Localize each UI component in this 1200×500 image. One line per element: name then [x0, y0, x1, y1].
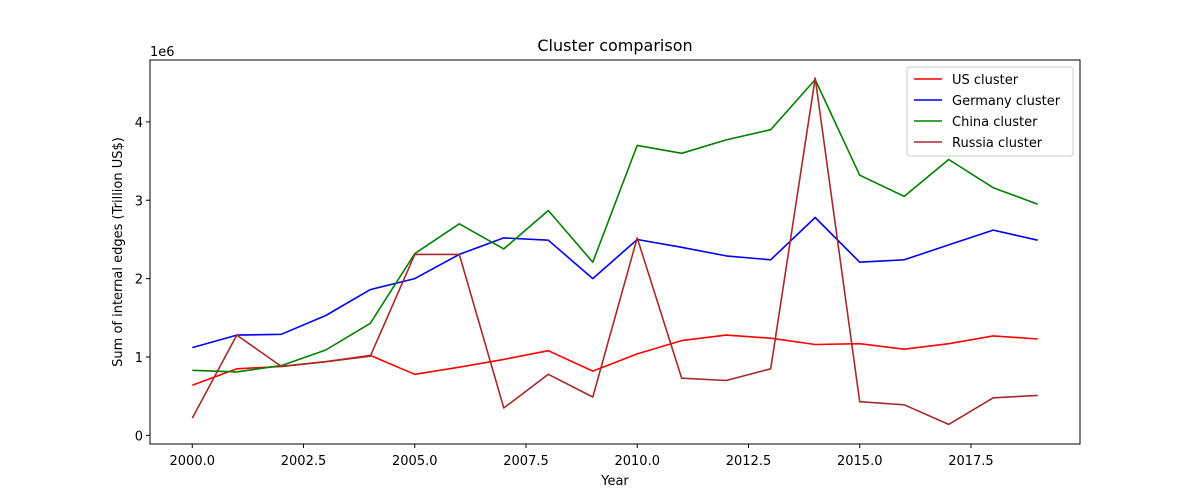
legend-items: US cluster Germany cluster China cluster Ru…: [914, 73, 1061, 151]
x-tick-label: 2012.5: [726, 454, 772, 469]
x-axis-label: Year: [600, 474, 629, 489]
y-axis-ticks: 0 1 2 3 4: [135, 116, 150, 444]
y-axis-offset-label: 1e6: [150, 45, 175, 60]
y-tick-label: 3: [135, 194, 143, 209]
legend-label-us-cluster: US cluster: [952, 73, 1019, 88]
series-lines: [191, 77, 1038, 426]
x-tick-label: 2010.0: [614, 454, 660, 469]
y-tick-label: 0: [135, 429, 143, 444]
legend-box: [906, 66, 1074, 157]
y-tick-label: 1: [135, 351, 143, 366]
series-line-us-cluster: [192, 334, 1038, 386]
x-axis-ticks: 2000.0 2002.5 2005.0 2007.5 2010.0 2012.5 2015…: [170, 444, 994, 469]
legend-label-china-cluster: China cluster: [952, 115, 1038, 130]
x-tick-label: 2017.5: [948, 454, 994, 469]
series-line-germany-cluster: [192, 216, 1038, 349]
plot-frame: [149, 59, 1081, 445]
x-tick-label: 2015.0: [837, 454, 883, 469]
x-tick-label: 2002.5: [281, 454, 327, 469]
legend: US cluster Germany cluster China cluster Ru…: [906, 66, 1074, 157]
series-line-russia-cluster: [191, 77, 1038, 426]
series-line-china-cluster: [192, 78, 1038, 373]
x-tick-label: 2005.0: [392, 454, 438, 469]
y-tick-label: 4: [135, 116, 143, 131]
legend-label-germany-cluster: Germany cluster: [952, 94, 1061, 109]
legend-label-russia-cluster: Russia cluster: [952, 136, 1043, 151]
y-axis-label: Sum of internal edges (Trillion US$): [111, 137, 126, 367]
x-tick-label: 2000.0: [170, 454, 216, 469]
chart-title: Cluster comparison: [537, 36, 692, 55]
y-tick-label: 2: [135, 273, 143, 288]
x-tick-label: 2007.5: [503, 454, 549, 469]
